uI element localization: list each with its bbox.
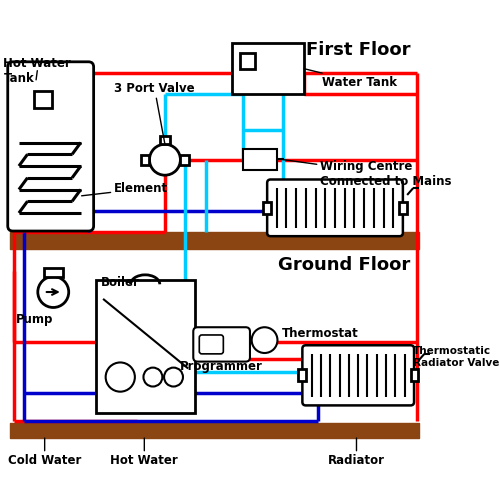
Bar bbox=[410, 370, 418, 382]
Circle shape bbox=[164, 368, 183, 386]
Text: Boiler: Boiler bbox=[100, 276, 140, 288]
Text: 3 Port Valve: 3 Port Valve bbox=[114, 82, 195, 144]
Bar bbox=[240, 53, 255, 68]
FancyBboxPatch shape bbox=[8, 62, 94, 231]
FancyBboxPatch shape bbox=[194, 327, 250, 362]
Text: Hot Water: Hot Water bbox=[110, 438, 178, 466]
Bar bbox=[263, 202, 270, 214]
Text: Thermostat: Thermostat bbox=[282, 327, 358, 340]
Text: Water Tank: Water Tank bbox=[304, 68, 397, 89]
Bar bbox=[243, 148, 278, 170]
Bar bbox=[180, 154, 189, 165]
Text: First Floor: First Floor bbox=[306, 41, 410, 59]
Text: Cold Water: Cold Water bbox=[8, 438, 82, 466]
Circle shape bbox=[144, 368, 163, 386]
Text: Thermostatic
Radiator Valve: Thermostatic Radiator Valve bbox=[413, 346, 500, 368]
Bar bbox=[232, 43, 304, 94]
Text: Programmer: Programmer bbox=[180, 360, 263, 373]
FancyBboxPatch shape bbox=[302, 346, 414, 406]
FancyBboxPatch shape bbox=[200, 335, 224, 354]
Bar bbox=[44, 268, 62, 276]
Text: Pump: Pump bbox=[16, 312, 53, 326]
Text: Element: Element bbox=[82, 182, 168, 196]
Bar bbox=[400, 202, 407, 214]
Bar bbox=[160, 136, 170, 144]
Circle shape bbox=[252, 327, 278, 353]
Bar bbox=[96, 280, 195, 413]
Text: Ground Floor: Ground Floor bbox=[278, 256, 410, 274]
FancyBboxPatch shape bbox=[267, 180, 403, 236]
Bar bbox=[298, 370, 306, 382]
Bar bbox=[34, 91, 52, 108]
Circle shape bbox=[38, 276, 68, 308]
Text: Hot Water
Tank: Hot Water Tank bbox=[4, 56, 71, 84]
Text: Radiator: Radiator bbox=[328, 438, 385, 466]
Circle shape bbox=[150, 144, 180, 175]
Text: Wiring Centre
Connected to Mains: Wiring Centre Connected to Mains bbox=[278, 159, 451, 188]
Circle shape bbox=[106, 362, 135, 392]
Bar bbox=[141, 154, 150, 165]
